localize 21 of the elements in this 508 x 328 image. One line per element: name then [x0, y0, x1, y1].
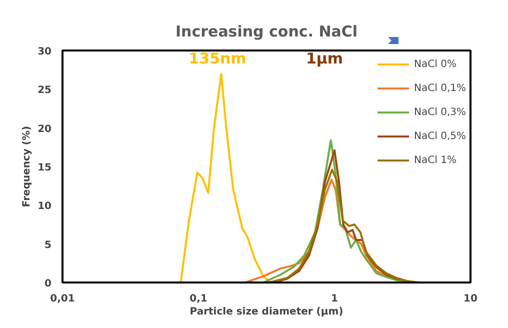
x-tick-label: 0,01 [50, 294, 75, 304]
legend-label: NaCl 0,3% [414, 106, 466, 118]
legend-label: NaCl 0% [414, 58, 456, 70]
x-tick-label: 1 [331, 294, 338, 304]
chart-title: Increasing conc. NaCl [175, 22, 358, 40]
y-tick-label: 5 [44, 240, 52, 251]
annotation: 135nm [188, 50, 246, 68]
y-tick-label: 30 [38, 46, 52, 58]
x-axis-title: Particle size diameter (µm) [190, 306, 344, 318]
y-tick-label: 0 [44, 278, 52, 290]
y-tick-label: 10 [38, 201, 52, 212]
legend-label: NaCl 0,5% [414, 130, 466, 142]
legend-label: NaCl 0,1% [414, 82, 466, 94]
x-tick-label: 0,1 [190, 294, 208, 304]
annotation: 1µm [306, 50, 344, 68]
y-tick-label: 15 [38, 162, 52, 174]
y-tick-label: 25 [38, 85, 52, 96]
y-axis-title: Frequency (%) [22, 126, 33, 208]
y-tick-label: 20 [38, 124, 52, 135]
legend-label: NaCl 1% [414, 154, 456, 166]
x-tick-label: 10 [464, 294, 478, 304]
